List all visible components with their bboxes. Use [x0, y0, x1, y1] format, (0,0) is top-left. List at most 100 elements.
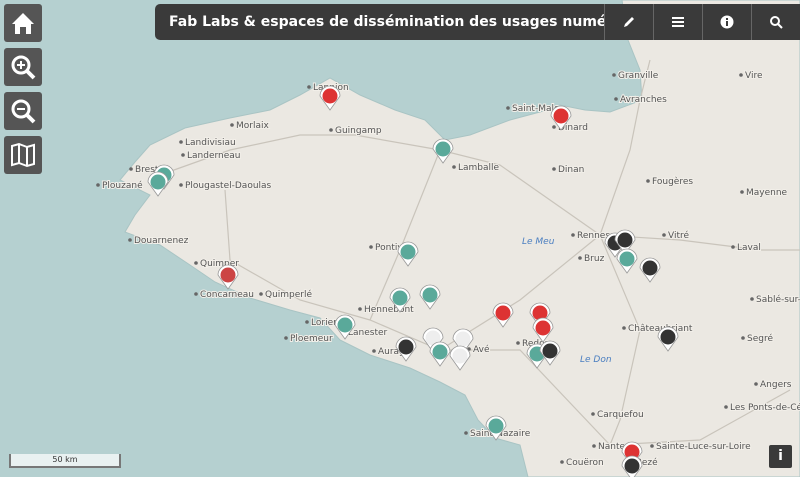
place-dot: [194, 292, 198, 296]
place-dot: [571, 233, 575, 237]
place-label: Fougères: [652, 176, 693, 187]
edit-button[interactable]: [604, 4, 653, 40]
marker-icon: [322, 88, 338, 104]
place-label: Morlaix: [236, 121, 269, 131]
place-dot: [650, 444, 654, 448]
place-dot: [284, 336, 288, 340]
place-label: Châteaubriant: [628, 324, 693, 334]
marker-icon: [452, 348, 468, 364]
place-dot: [230, 123, 234, 127]
place-dot: [372, 349, 376, 353]
scale-bar: 50 km: [9, 454, 121, 468]
place-label: Quimperlé: [265, 289, 313, 300]
place-dot: [305, 320, 309, 324]
place-dot: [307, 85, 311, 89]
land: [119, 0, 800, 477]
place-dot: [724, 405, 728, 409]
place-label: Carquefou: [597, 410, 644, 420]
place-dot: [128, 238, 132, 242]
zoom-in-button[interactable]: [4, 48, 42, 86]
place-dot: [179, 183, 183, 187]
marker-icon: [642, 260, 658, 276]
map-title[interactable]: Fab Labs & espaces de dissémination des …: [169, 14, 604, 30]
place-dot: [194, 261, 198, 265]
zoom-out-button[interactable]: [4, 92, 42, 130]
attribution-button[interactable]: i: [769, 445, 792, 468]
place-label: Saint-Malo: [512, 104, 560, 114]
place-dot: [560, 460, 564, 464]
marker-icon: [553, 108, 569, 124]
place-label: Rennes: [577, 231, 610, 241]
place-dot: [358, 307, 362, 311]
list-button[interactable]: [653, 4, 702, 40]
place-label: Avé: [473, 344, 490, 355]
marker-icon: [617, 232, 633, 248]
place-label: Sablé-sur-Sarthe: [756, 294, 800, 305]
marker-icon: [535, 320, 551, 336]
place-dot: [592, 444, 596, 448]
place-dot: [754, 382, 758, 386]
place-dot: [181, 153, 185, 157]
place-dot: [622, 326, 626, 330]
marker-icon: [532, 305, 548, 321]
place-dot: [179, 140, 183, 144]
place-dot: [612, 73, 616, 77]
place-label: Granville: [618, 71, 659, 81]
marker-icon: [422, 287, 438, 303]
place-dot: [452, 165, 456, 169]
place-dot: [96, 183, 100, 187]
place-dot: [578, 256, 582, 260]
place-label: Dinan: [558, 165, 584, 175]
marker-icon: [432, 344, 448, 360]
marker-icon: [624, 444, 640, 460]
place-label: Plouzané: [102, 180, 143, 191]
marker-icon: [150, 174, 166, 190]
place-label: Douarnenez: [134, 236, 189, 246]
place-label: Angers: [760, 380, 792, 390]
marker-icon: [337, 317, 353, 333]
place-label: Ploemeur: [290, 334, 333, 344]
home-button[interactable]: [4, 4, 42, 42]
marker-icon: [400, 244, 416, 260]
place-dot: [329, 128, 333, 132]
marker-icon: [624, 458, 640, 474]
layers-button[interactable]: [4, 136, 42, 174]
place-dot: [129, 167, 133, 171]
place-dot: [614, 97, 618, 101]
marker-icon: [425, 330, 441, 346]
place-label: Plougastel-Daoulas: [185, 181, 272, 191]
place-dot: [506, 106, 510, 110]
place-dot: [552, 125, 556, 129]
place-dot: [591, 412, 595, 416]
place-dot: [740, 190, 744, 194]
roads: [159, 59, 800, 446]
river-label: Le Don: [580, 355, 612, 365]
info-about-button[interactable]: [702, 4, 751, 40]
place-dot: [731, 245, 735, 249]
place-label: Segré: [747, 333, 773, 344]
place-dot: [552, 167, 556, 171]
marker-icon: [435, 141, 451, 157]
place-label: Mayenne: [746, 188, 788, 198]
place-label: Couëron: [566, 458, 604, 468]
place-label: Sainte-Luce-sur-Loire: [656, 442, 751, 452]
place-label: Lanester: [348, 328, 388, 338]
place-label: Vitré: [668, 230, 689, 241]
place-dot: [741, 336, 745, 340]
place-label: Hennebont: [364, 305, 414, 315]
place-dot: [646, 179, 650, 183]
place-dot: [739, 73, 743, 77]
marker-icon: [542, 343, 558, 359]
marker-icon: [398, 339, 414, 355]
place-label: Avranches: [620, 95, 667, 105]
place-label: Laval: [737, 243, 761, 253]
search-button[interactable]: [751, 4, 800, 40]
place-dot: [259, 292, 263, 296]
marker-icon: [619, 251, 635, 267]
place-label: Bruz: [584, 254, 605, 264]
place-label: Landivisiau: [185, 138, 236, 148]
place-dot: [464, 431, 468, 435]
marker-icon: [392, 290, 408, 306]
